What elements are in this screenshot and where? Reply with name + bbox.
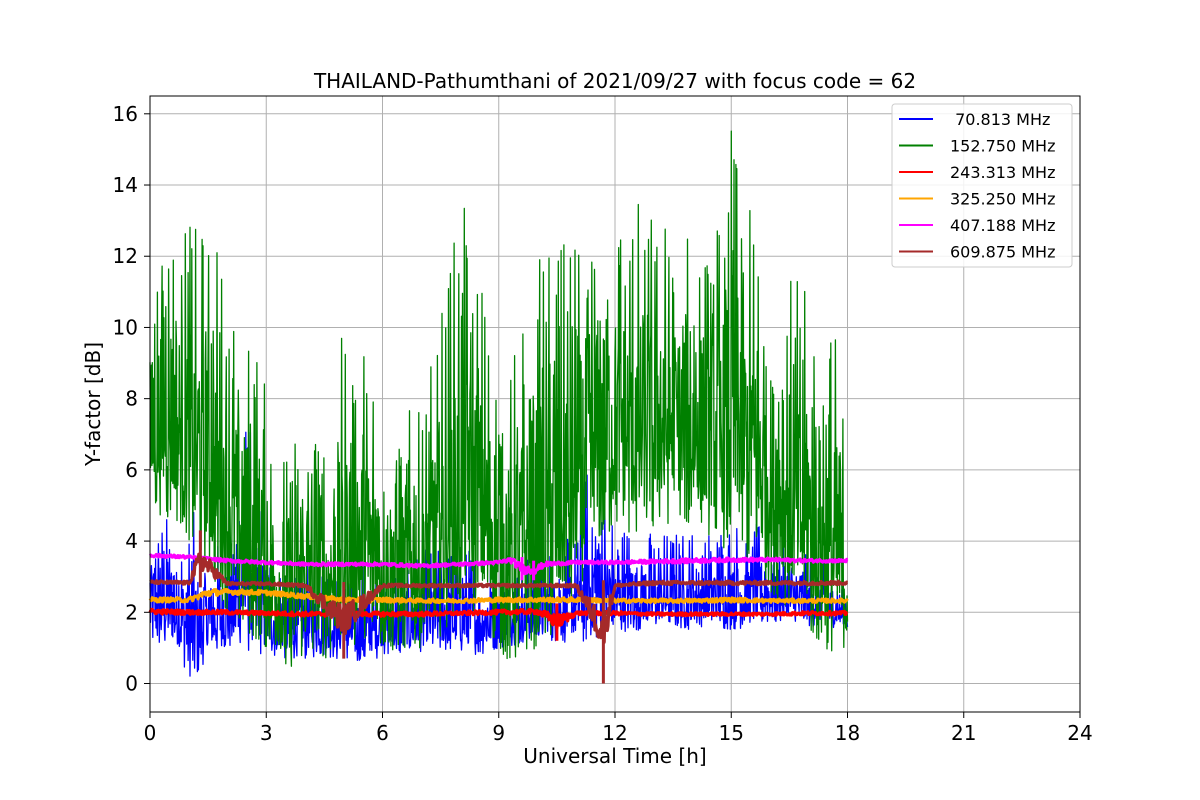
y-axis-ticks: 0 2 4 6 8 10 12 14 16 — [113, 102, 150, 696]
legend-label: 407.188 MHz — [950, 216, 1055, 235]
legend-label: 609.875 MHz — [950, 243, 1055, 262]
legend-label: 70.813 MHz — [950, 110, 1050, 129]
chart-title: THAILAND-Pathumthani of 2021/09/27 with … — [313, 69, 916, 93]
legend-label: 325.250 MHz — [950, 190, 1055, 209]
y-tick-label: 8 — [125, 387, 138, 411]
series-line — [149, 130, 849, 667]
y-tick-label: 16 — [113, 102, 138, 126]
y-tick-label: 10 — [113, 315, 138, 339]
x-axis-label: Universal Time [h] — [523, 744, 706, 768]
legend: 70.813 MHz 152.750 MHz 243.313 MHz 325.250 … — [891, 103, 1073, 268]
x-tick-label: 12 — [602, 721, 627, 745]
y-tick-label: 2 — [125, 600, 138, 624]
series-line — [148, 588, 849, 605]
x-tick-label: 0 — [144, 721, 157, 745]
x-tick-label: 21 — [951, 721, 976, 745]
y-tick-label: 12 — [113, 244, 138, 268]
series-line — [149, 552, 849, 644]
x-tick-label: 3 — [260, 721, 273, 745]
series-layer — [148, 130, 849, 684]
y-tick-label: 14 — [113, 173, 138, 197]
y-axis-label: Y-factor [dB] — [81, 342, 105, 467]
y-tick-label: 4 — [125, 529, 138, 553]
series-line — [148, 607, 849, 630]
x-tick-label: 6 — [376, 721, 389, 745]
y-tick-label: 0 — [125, 672, 138, 696]
x-tick-label: 9 — [492, 721, 505, 745]
legend-label: 152.750 MHz — [950, 137, 1055, 156]
x-tick-label: 24 — [1067, 721, 1092, 745]
legend-box — [891, 103, 1073, 268]
x-tick-label: 18 — [835, 721, 860, 745]
legend-label: 243.313 MHz — [950, 163, 1055, 182]
y-tick-label: 6 — [125, 458, 138, 482]
x-axis-ticks: 0 3 6 9 12 15 18 21 24 — [144, 712, 1093, 745]
series-line — [148, 552, 849, 576]
x-tick-label: 15 — [719, 721, 744, 745]
